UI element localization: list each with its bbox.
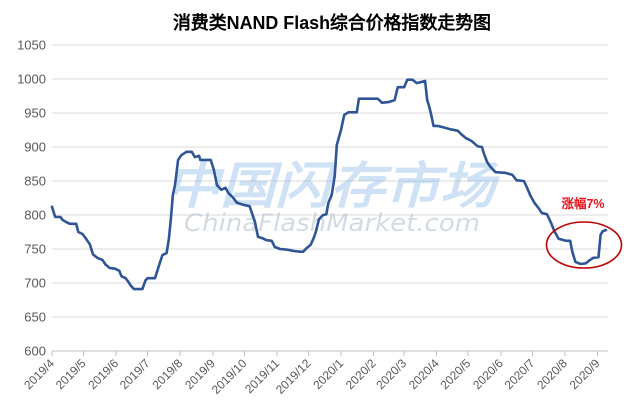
series-line — [50, 78, 608, 291]
gridlines — [52, 44, 608, 318]
annotation-label: 涨幅7% — [561, 196, 604, 211]
y-tick-label: 950 — [24, 106, 46, 121]
y-tick-label: 600 — [24, 344, 46, 359]
y-tick-label: 850 — [24, 174, 46, 189]
y-tick-label: 1050 — [17, 38, 46, 53]
y-tick-label: 1000 — [17, 72, 46, 87]
watermark-url-text: ChinaFlashMarket.com — [184, 209, 480, 237]
y-tick-label: 650 — [24, 310, 46, 325]
watermark: 中国闪存市场 ChinaFlashMarket.com — [165, 157, 500, 237]
y-tick-label: 900 — [24, 140, 46, 155]
annotation: 涨幅7% — [545, 196, 623, 269]
series — [50, 78, 608, 291]
annotation-ellipse — [545, 221, 623, 269]
y-tick-label: 750 — [24, 242, 46, 257]
y-tick-label: 800 — [24, 208, 46, 223]
chart-title: 消费类NAND Flash综合价格指数走势图 — [173, 12, 491, 33]
y-tick-label: 700 — [24, 276, 46, 291]
